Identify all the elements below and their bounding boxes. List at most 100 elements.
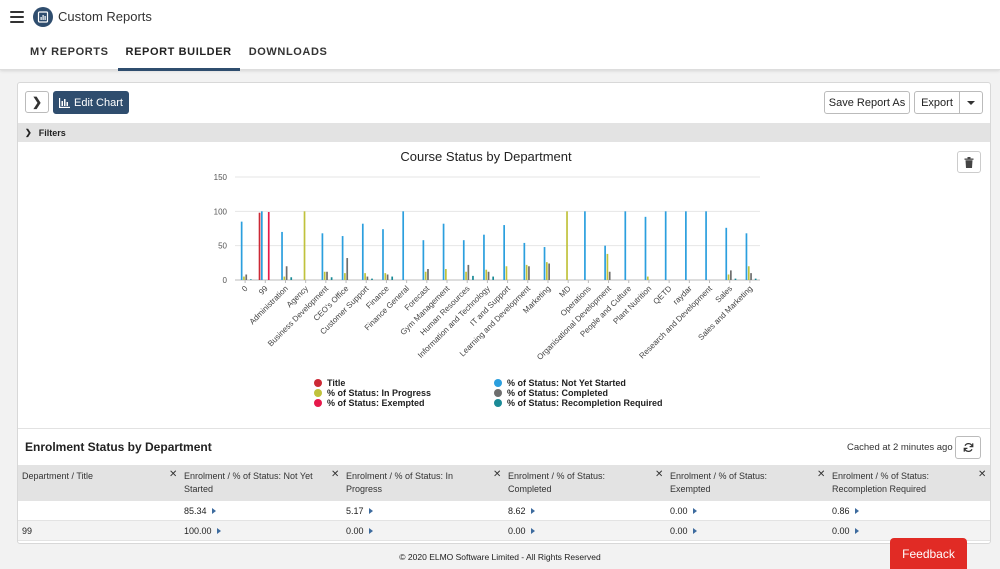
cell-value[interactable]: 5.17 <box>346 506 373 516</box>
x-tick-label: 0 <box>240 284 250 294</box>
bar <box>548 263 550 280</box>
bar <box>465 271 467 280</box>
cell-value[interactable]: 8.62 <box>508 506 535 516</box>
column-header-exempted[interactable]: Enrolment / % of Status: Exempted <box>670 471 768 494</box>
bar <box>624 211 627 280</box>
bar <box>525 264 528 280</box>
tab-my-reports[interactable]: MY REPORTS <box>30 46 109 58</box>
bar <box>725 227 728 280</box>
bar <box>341 236 344 280</box>
bar <box>442 223 445 280</box>
bar <box>386 274 389 280</box>
bar <box>371 278 373 280</box>
legend-right: % of Status: Not Yet Started % of Status… <box>494 378 663 408</box>
bar <box>472 275 474 280</box>
cell-value[interactable]: 85.34 <box>184 506 216 516</box>
bar <box>754 278 757 280</box>
caret-down-icon <box>967 100 975 105</box>
bar <box>260 211 263 280</box>
bar <box>644 216 647 280</box>
column-header-recompletion-required[interactable]: Enrolment / % of Status: Recompletion Re… <box>832 471 930 494</box>
legend-item-title: Title <box>314 378 431 388</box>
trash-icon <box>964 156 974 168</box>
edit-chart-button[interactable]: Edit Chart <box>53 91 129 114</box>
report-tabs: MY REPORTS REPORT BUILDER DOWNLOADS <box>22 40 336 71</box>
refresh-icon <box>963 442 973 453</box>
column-header-in-progress[interactable]: Enrolment / % of Status: In Progress <box>346 471 454 494</box>
export-dropdown-button[interactable] <box>959 91 983 114</box>
bar <box>361 223 364 280</box>
bar <box>523 242 526 280</box>
expand-arrow-icon[interactable] <box>368 528 373 534</box>
edit-chart-label: Edit Chart <box>74 96 123 109</box>
row-label: 99 <box>22 526 33 536</box>
legend-item-in-progress: % of Status: In Progress <box>314 388 431 398</box>
hamburger-menu-icon[interactable] <box>10 10 24 24</box>
column-header-department[interactable]: Department / Title <box>22 471 94 481</box>
bar <box>249 279 252 280</box>
refresh-button[interactable] <box>955 436 981 459</box>
tab-downloads[interactable]: DOWNLOADS <box>248 46 328 58</box>
bar <box>483 234 485 280</box>
section-divider <box>18 428 990 429</box>
bar <box>243 276 245 280</box>
cell-value[interactable]: 100.00 <box>184 526 221 536</box>
cell-value[interactable]: 0.00 <box>508 526 535 536</box>
bar <box>646 276 649 280</box>
bar <box>462 240 465 280</box>
bar <box>584 211 586 280</box>
expand-arrow-icon[interactable] <box>854 528 859 534</box>
bar <box>303 211 306 280</box>
expand-arrow-icon[interactable] <box>211 508 216 514</box>
legend-item-recompletion-required: % of Status: Recompletion Required <box>494 398 663 408</box>
remove-column-icon[interactable]: ✕ <box>978 469 987 480</box>
expand-arrow-icon[interactable] <box>692 528 697 534</box>
bar <box>505 266 508 280</box>
cell-value[interactable]: 0.86 <box>832 506 859 516</box>
legend-item-exempted: % of Status: Exempted <box>314 398 431 408</box>
cell-value[interactable]: 0.00 <box>670 506 697 516</box>
cached-status: Cached at 2 minutes ago <box>847 442 953 453</box>
filters-label: Filters <box>38 127 66 138</box>
y-tick-label: 150 <box>214 173 228 182</box>
bar <box>245 274 248 280</box>
remove-column-icon[interactable]: ✕ <box>493 469 502 480</box>
expand-arrow-icon[interactable] <box>530 528 535 534</box>
bar <box>528 266 530 280</box>
save-report-as-button[interactable]: Save Report As <box>824 91 910 114</box>
bar <box>503 225 505 280</box>
legend-left: Title % of Status: In Progress % of Stat… <box>314 378 431 408</box>
table-title: Enrolment Status by Department <box>25 440 212 454</box>
remove-column-icon[interactable]: ✕ <box>655 469 664 480</box>
expand-arrow-icon[interactable] <box>216 528 221 534</box>
bar <box>281 231 283 280</box>
bar <box>330 277 333 280</box>
y-tick-label: 100 <box>214 207 228 216</box>
cell-value[interactable]: 0.00 <box>832 526 859 536</box>
bar <box>402 211 405 280</box>
cell-value[interactable]: 0.00 <box>670 526 697 536</box>
remove-column-icon[interactable]: ✕ <box>169 469 178 480</box>
expand-arrow-icon[interactable] <box>530 508 535 514</box>
bar <box>750 273 752 280</box>
feedback-button[interactable]: Feedback <box>890 538 967 569</box>
remove-column-icon[interactable]: ✕ <box>331 469 340 480</box>
tab-report-builder[interactable]: REPORT BUILDER <box>117 40 240 71</box>
x-tick-label: 99 <box>257 284 270 297</box>
bar <box>321 233 324 280</box>
bar <box>382 229 384 280</box>
filters-toggle[interactable]: ❯ Filters <box>18 123 990 142</box>
column-header-completed[interactable]: Enrolment / % of Status: Completed <box>508 471 606 494</box>
expand-arrow-icon[interactable] <box>368 508 373 514</box>
delete-chart-button[interactable] <box>957 151 981 173</box>
remove-column-icon[interactable]: ✕ <box>817 469 826 480</box>
expand-arrow-icon[interactable] <box>854 508 859 514</box>
column-header-not-yet-started[interactable]: Enrolment / % of Status: Not Yet Started <box>184 471 313 494</box>
bar <box>664 211 667 280</box>
expand-arrow-icon[interactable] <box>692 508 697 514</box>
cell-value[interactable]: 0.00 <box>346 526 373 536</box>
expand-panel-button[interactable]: ❯ <box>25 91 49 113</box>
bar <box>604 245 606 280</box>
bar <box>467 264 470 280</box>
bar <box>747 266 750 280</box>
